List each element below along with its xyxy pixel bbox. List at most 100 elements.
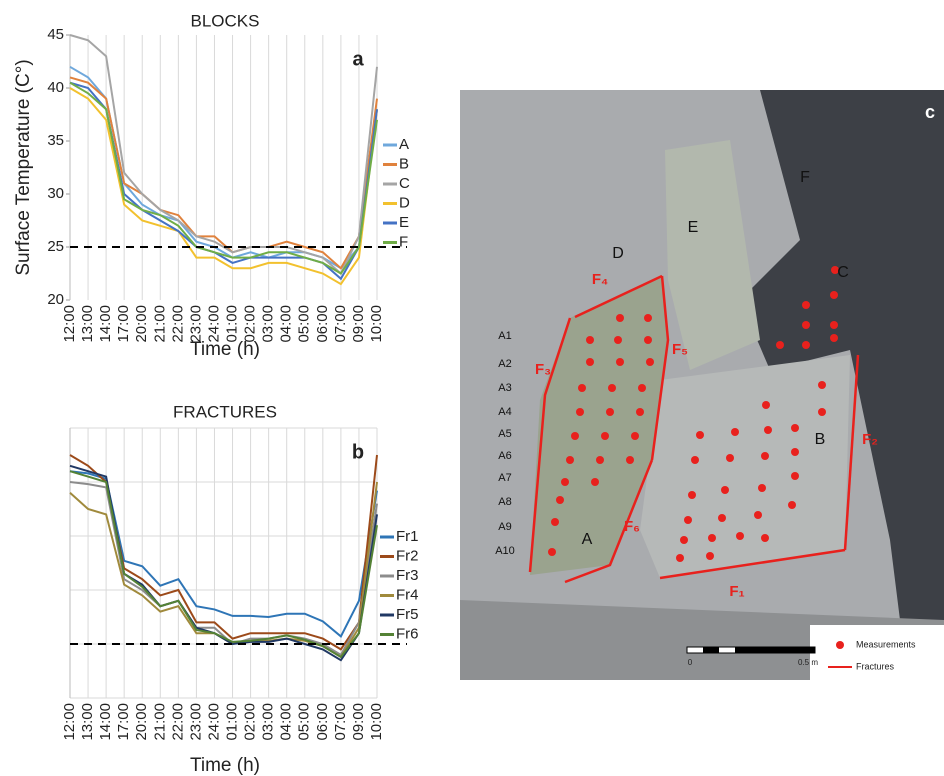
panel-label: b	[352, 441, 364, 463]
legend-label: Fr1	[396, 528, 419, 545]
x-tick-label: 02:00	[242, 703, 259, 741]
measurement-dot	[616, 314, 624, 322]
row-label: A1	[498, 330, 511, 342]
x-tick-label: 23:00	[187, 305, 204, 343]
scale-bar	[735, 647, 751, 653]
block-label: F	[800, 169, 810, 186]
measurement-dot	[726, 454, 734, 462]
measurement-dot	[688, 491, 696, 499]
x-tick-label: 07:00	[332, 305, 349, 343]
measurement-dot	[830, 321, 838, 329]
row-label: A5	[498, 428, 511, 440]
x-tick-label: 12:00	[61, 703, 78, 741]
measurement-dot	[551, 518, 559, 526]
measurement-dot	[706, 552, 714, 560]
scale-label: 0.5 m	[798, 658, 818, 667]
x-axis-label: Time (h)	[190, 755, 260, 776]
measurement-dot	[802, 321, 810, 329]
x-tick-label: 14:00	[97, 703, 114, 741]
y-tick-label: 20	[47, 291, 64, 308]
x-tick-label: 10:00	[368, 703, 385, 741]
measurement-dot	[606, 408, 614, 416]
chart-title: FRACTURES	[173, 402, 277, 421]
x-tick-label: 06:00	[314, 703, 331, 741]
row-label: A8	[498, 496, 511, 508]
x-tick-label: 09:00	[350, 305, 367, 343]
x-tick-label: 06:00	[314, 305, 331, 343]
measurement-dot	[818, 381, 826, 389]
legend-dot	[836, 641, 844, 649]
measurement-dot	[596, 456, 604, 464]
legend-label: Fr6	[396, 625, 419, 642]
x-tick-label: 03:00	[260, 703, 277, 741]
x-tick-label: 01:00	[223, 703, 240, 741]
measurement-dot	[788, 501, 796, 509]
y-tick-label: 35	[47, 132, 64, 149]
x-tick-label: 05:00	[296, 305, 313, 343]
measurement-dot	[561, 478, 569, 486]
x-tick-label: 09:00	[350, 703, 367, 741]
x-tick-label: 22:00	[169, 305, 186, 343]
series-line	[70, 83, 377, 279]
x-tick-label: 23:00	[187, 703, 204, 741]
measurement-dot	[731, 428, 739, 436]
x-tick-label: 07:00	[332, 703, 349, 741]
legend-label: C	[399, 175, 410, 192]
series-line	[70, 77, 377, 268]
measurement-dot	[644, 314, 652, 322]
measurement-dot	[758, 484, 766, 492]
measurement-dot	[566, 456, 574, 464]
block-label: C	[837, 264, 849, 281]
measurement-dot	[591, 478, 599, 486]
x-tick-label: 24:00	[205, 703, 222, 741]
measurement-dot	[736, 532, 744, 540]
measurement-dot	[676, 554, 684, 562]
measurement-dot	[791, 424, 799, 432]
row-label: A10	[495, 545, 515, 557]
legend-box	[810, 625, 944, 680]
measurement-dot	[818, 408, 826, 416]
row-label: A2	[498, 358, 511, 370]
measurement-dot	[646, 358, 654, 366]
measurement-dot	[721, 486, 729, 494]
y-tick-label: 40	[47, 79, 64, 96]
x-tick-label: 24:00	[205, 305, 222, 343]
legend-label: Fr3	[396, 567, 419, 584]
measurement-dot	[614, 336, 622, 344]
measurement-dot	[762, 401, 770, 409]
y-axis-label: Surface Temperature (C°)	[13, 59, 34, 275]
block-label: A	[582, 531, 593, 548]
row-label: A3	[498, 382, 511, 394]
measurement-dot	[548, 548, 556, 556]
measurement-dot	[776, 341, 784, 349]
panel-label: c	[925, 102, 935, 122]
measurement-dot	[601, 432, 609, 440]
x-tick-label: 03:00	[260, 305, 277, 343]
fracture-label: F₄	[592, 271, 608, 288]
x-tick-label: 04:00	[278, 703, 295, 741]
x-tick-label: 17:00	[115, 305, 132, 343]
measurement-dot	[791, 448, 799, 456]
x-tick-label: 21:00	[151, 703, 168, 741]
legend-label: B	[399, 155, 409, 172]
measurement-dot	[791, 472, 799, 480]
x-tick-label: 20:00	[133, 703, 150, 741]
measurement-dot	[691, 456, 699, 464]
x-tick-label: 13:00	[79, 305, 96, 343]
measurement-dot	[616, 358, 624, 366]
measurement-dot	[636, 408, 644, 416]
legend-label: Fractures	[856, 661, 895, 671]
measurement-dot	[684, 516, 692, 524]
x-tick-label: 20:00	[133, 305, 150, 343]
measurement-dot	[802, 341, 810, 349]
legend-label: D	[399, 194, 410, 211]
chart-title: BLOCKS	[191, 11, 260, 30]
fracture-label: F₂	[862, 431, 878, 448]
x-axis-label: Time (h)	[190, 339, 260, 360]
row-label: A4	[498, 406, 511, 418]
legend-label: A	[399, 136, 409, 153]
measurement-dot	[718, 514, 726, 522]
x-tick-label: 12:00	[61, 305, 78, 343]
measurement-dot	[631, 432, 639, 440]
measurement-dot	[754, 511, 762, 519]
